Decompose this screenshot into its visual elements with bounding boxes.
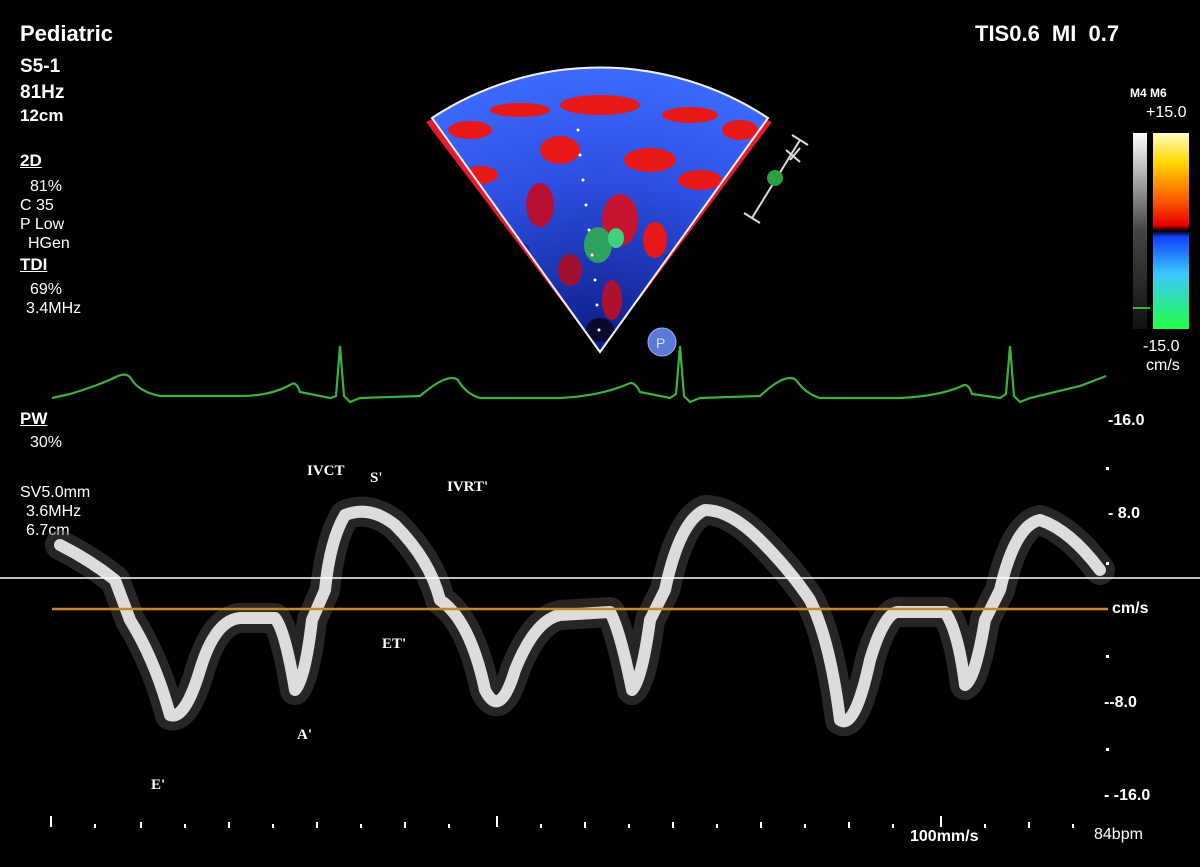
- 2d-compression: C 35: [20, 197, 54, 214]
- heart-rate: 84bpm: [1094, 826, 1143, 843]
- pw-settings-title: PW: [20, 409, 48, 428]
- color-bar-max: +15.0: [1146, 104, 1187, 121]
- sweep-speed: 100mm/s: [910, 828, 979, 845]
- 2d-settings-title: 2D: [20, 151, 42, 170]
- velocity-scale-top: -16.0: [1108, 412, 1145, 429]
- velocity-scale-ticks: [1106, 467, 1109, 751]
- tdi-settings-title: TDI: [20, 255, 48, 274]
- pw-sample-volume: SV5.0mm: [20, 484, 91, 501]
- tdi-sector-image: [426, 66, 772, 354]
- spectral-doppler-waveform: [45, 495, 1115, 737]
- color-bar-unit: cm/s: [1146, 357, 1180, 374]
- time-axis-ticks: [50, 816, 1074, 828]
- safety-indices: TIS0.6 MI 0.7: [975, 21, 1120, 46]
- velocity-scale-bottom: - -16.0: [1104, 787, 1151, 804]
- annotation-a-prime: A': [297, 727, 312, 743]
- color-velocity-bar: [1133, 133, 1189, 329]
- probe-marker-label: P: [656, 335, 665, 351]
- depth-markers: [576, 128, 601, 332]
- pw-depth: 6.7cm: [26, 522, 70, 539]
- annotation-s-prime: S': [370, 470, 383, 486]
- sample-volume-gate-icon[interactable]: [767, 170, 783, 186]
- depth-label: 12cm: [20, 106, 64, 125]
- 2d-freq-mode: HGen: [28, 235, 70, 252]
- annotation-ivrt: IVRT': [447, 479, 489, 495]
- velocity-scale-unit: cm/s: [1112, 600, 1149, 617]
- annotation-et: ET': [382, 636, 407, 652]
- tdi-gain: 69%: [30, 281, 63, 298]
- frame-rate-label: 81Hz: [20, 82, 65, 103]
- tdi-freq: 3.4MHz: [26, 300, 82, 317]
- color-bar-min: -15.0: [1143, 338, 1180, 355]
- 2d-gain: 81%: [30, 178, 63, 195]
- color-map-label: M4 M6: [1130, 86, 1167, 100]
- annotation-e-prime: E': [151, 777, 166, 793]
- ecg-trace: [51, 345, 1107, 404]
- 2d-persistence: P Low: [20, 216, 65, 233]
- pw-gain: 30%: [30, 434, 63, 451]
- probe-marker-icon: [647, 327, 677, 357]
- probe-label: S5-1: [20, 56, 61, 77]
- preset-label: Pediatric: [20, 21, 113, 46]
- velocity-scale-upper: - 8.0: [1108, 505, 1141, 522]
- annotation-ivct: IVCT: [307, 463, 345, 479]
- velocity-scale-lower: --8.0: [1104, 694, 1137, 711]
- pw-freq: 3.6MHz: [26, 503, 82, 520]
